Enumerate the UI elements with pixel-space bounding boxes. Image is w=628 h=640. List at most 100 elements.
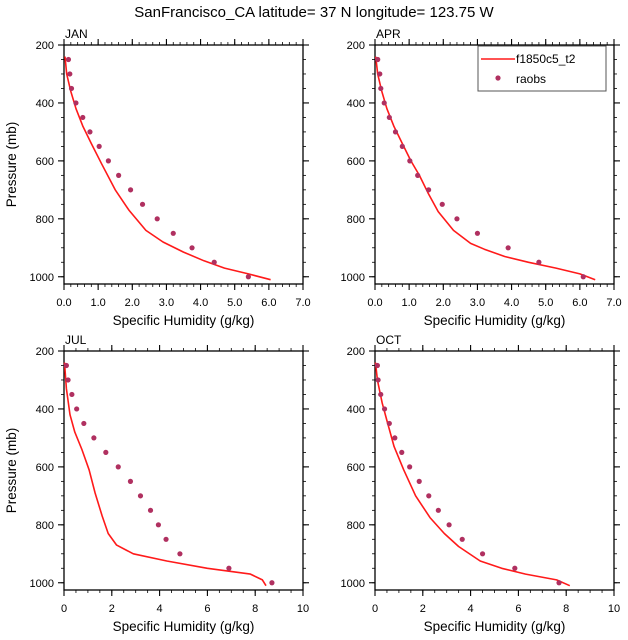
obs-point [556,580,562,586]
obs-point [65,56,72,63]
panel-apr: 0.0 1.0 2.0 3.0 4.0 5.0 6.0 7.0 200 400 600 800 1000… [341,27,622,328]
y-tick-label: 600 [347,462,365,474]
obs-point [177,551,183,557]
obs-point [474,230,481,236]
x-tick-label: 4 [157,603,163,615]
obs-point [374,362,380,369]
x-tick-label: 7.0 [606,297,621,309]
x-tick-label: 10 [297,603,309,615]
obs-point [439,201,445,207]
obs-point [245,274,251,280]
model-line-f1850c5_t2 [63,362,267,587]
panel-label: OCT [376,333,402,347]
legend-label-obs: raobs [516,72,546,86]
y-tick-label: 200 [36,346,54,358]
obs-point [139,201,146,207]
model-line-f1850c5_t2 [374,56,596,281]
x-tick-label: 3.0 [159,297,174,309]
obs-point [512,565,518,571]
obs-point [103,449,109,455]
y-tick-label: 600 [36,156,54,168]
x-tick-label: 0.0 [367,297,382,309]
x-tick-label: 0 [61,603,67,615]
obs-point [226,565,232,571]
panel-jul: 0 2 4 6 8 10 200 400 600 800 1000 JUL Specific Humid… [4,333,309,634]
x-tick-label: 6 [515,603,521,615]
obs-point [392,129,399,135]
obs-point [375,377,381,383]
obs-point [91,435,97,441]
obs-point [68,85,75,92]
obs-point [155,522,162,528]
y-tick-label: 200 [347,40,365,52]
x-tick-label: 2 [420,603,426,615]
x-tick-label: 1.0 [401,297,416,309]
x-axis-title: Specific Humidity (g/kg) [424,313,566,328]
obs-point [435,507,441,513]
obs-point [269,580,275,586]
obs-point [63,362,69,369]
panel-oct: 0 2 4 6 8 10 200 400 600 800 1000 OCT Specific Humid… [341,333,621,634]
obs-point [105,158,111,164]
x-tick-label: 5.0 [538,297,553,309]
obs-point [407,158,413,164]
panel-label: APR [376,27,401,41]
x-tick-label: 8 [252,603,258,615]
obs-point [127,478,134,484]
x-tick-label: 1.0 [90,297,105,309]
plot-frame [374,44,615,285]
obs-point [69,391,75,398]
x-tick-label: 4.0 [193,297,208,309]
obs-point [378,85,384,92]
obs-point [375,56,381,63]
obs-point [407,464,413,470]
x-axis-title: Specific Humidity (g/kg) [113,313,255,328]
y-tick-label: 1000 [30,272,54,284]
y-tick-label: 200 [36,40,54,52]
x-tick-label: 4 [468,603,474,615]
obs-point [73,100,79,106]
obs-point [65,377,71,383]
obs-point [446,522,452,528]
plot-frame [374,350,615,591]
obs-point [67,71,73,77]
x-tick-label: 2.0 [436,297,451,309]
obs-point [479,551,486,557]
x-tick-label: 7.0 [295,297,310,309]
obs-point [116,172,122,178]
y-tick-label: 400 [36,98,54,110]
y-tick-label: 600 [36,462,54,474]
obs-point [381,100,387,106]
obs-point [211,259,217,265]
obs-point [426,493,432,499]
panel-label: JAN [65,27,88,41]
x-tick-label: 8 [563,603,569,615]
y-tick-label: 800 [347,214,365,226]
x-axis-title: Specific Humidity (g/kg) [113,619,255,634]
x-tick-label: 4.0 [504,297,519,309]
main-title: SanFrancisco_CA latitude= 37 N longitude… [134,4,494,21]
obs-point [170,230,176,236]
obs-point [96,143,102,149]
x-axis-title: Specific Humidity (g/kg) [424,619,566,634]
y-tick-label: 400 [347,98,365,110]
y-tick-label: 200 [347,346,365,358]
model-line-f1850c5_t2 [64,56,271,281]
x-tick-label: 10 [608,603,620,615]
obs-point [399,143,405,149]
obs-point [154,216,160,222]
x-tick-label: 5.0 [227,297,242,309]
y-tick-label: 1000 [30,578,54,590]
model-line-f1850c5_t2 [374,362,571,587]
obs-point [386,420,392,427]
obs-point [386,114,392,121]
y-tick-label: 800 [347,520,365,532]
legend-label-model: f1850c5_t2 [516,52,576,66]
obs-point [381,406,388,412]
x-tick-label: 6 [204,603,210,615]
obs-point [426,187,432,193]
x-tick-label: 6.0 [572,297,587,309]
y-tick-label: 800 [36,520,54,532]
obs-point [454,216,460,222]
